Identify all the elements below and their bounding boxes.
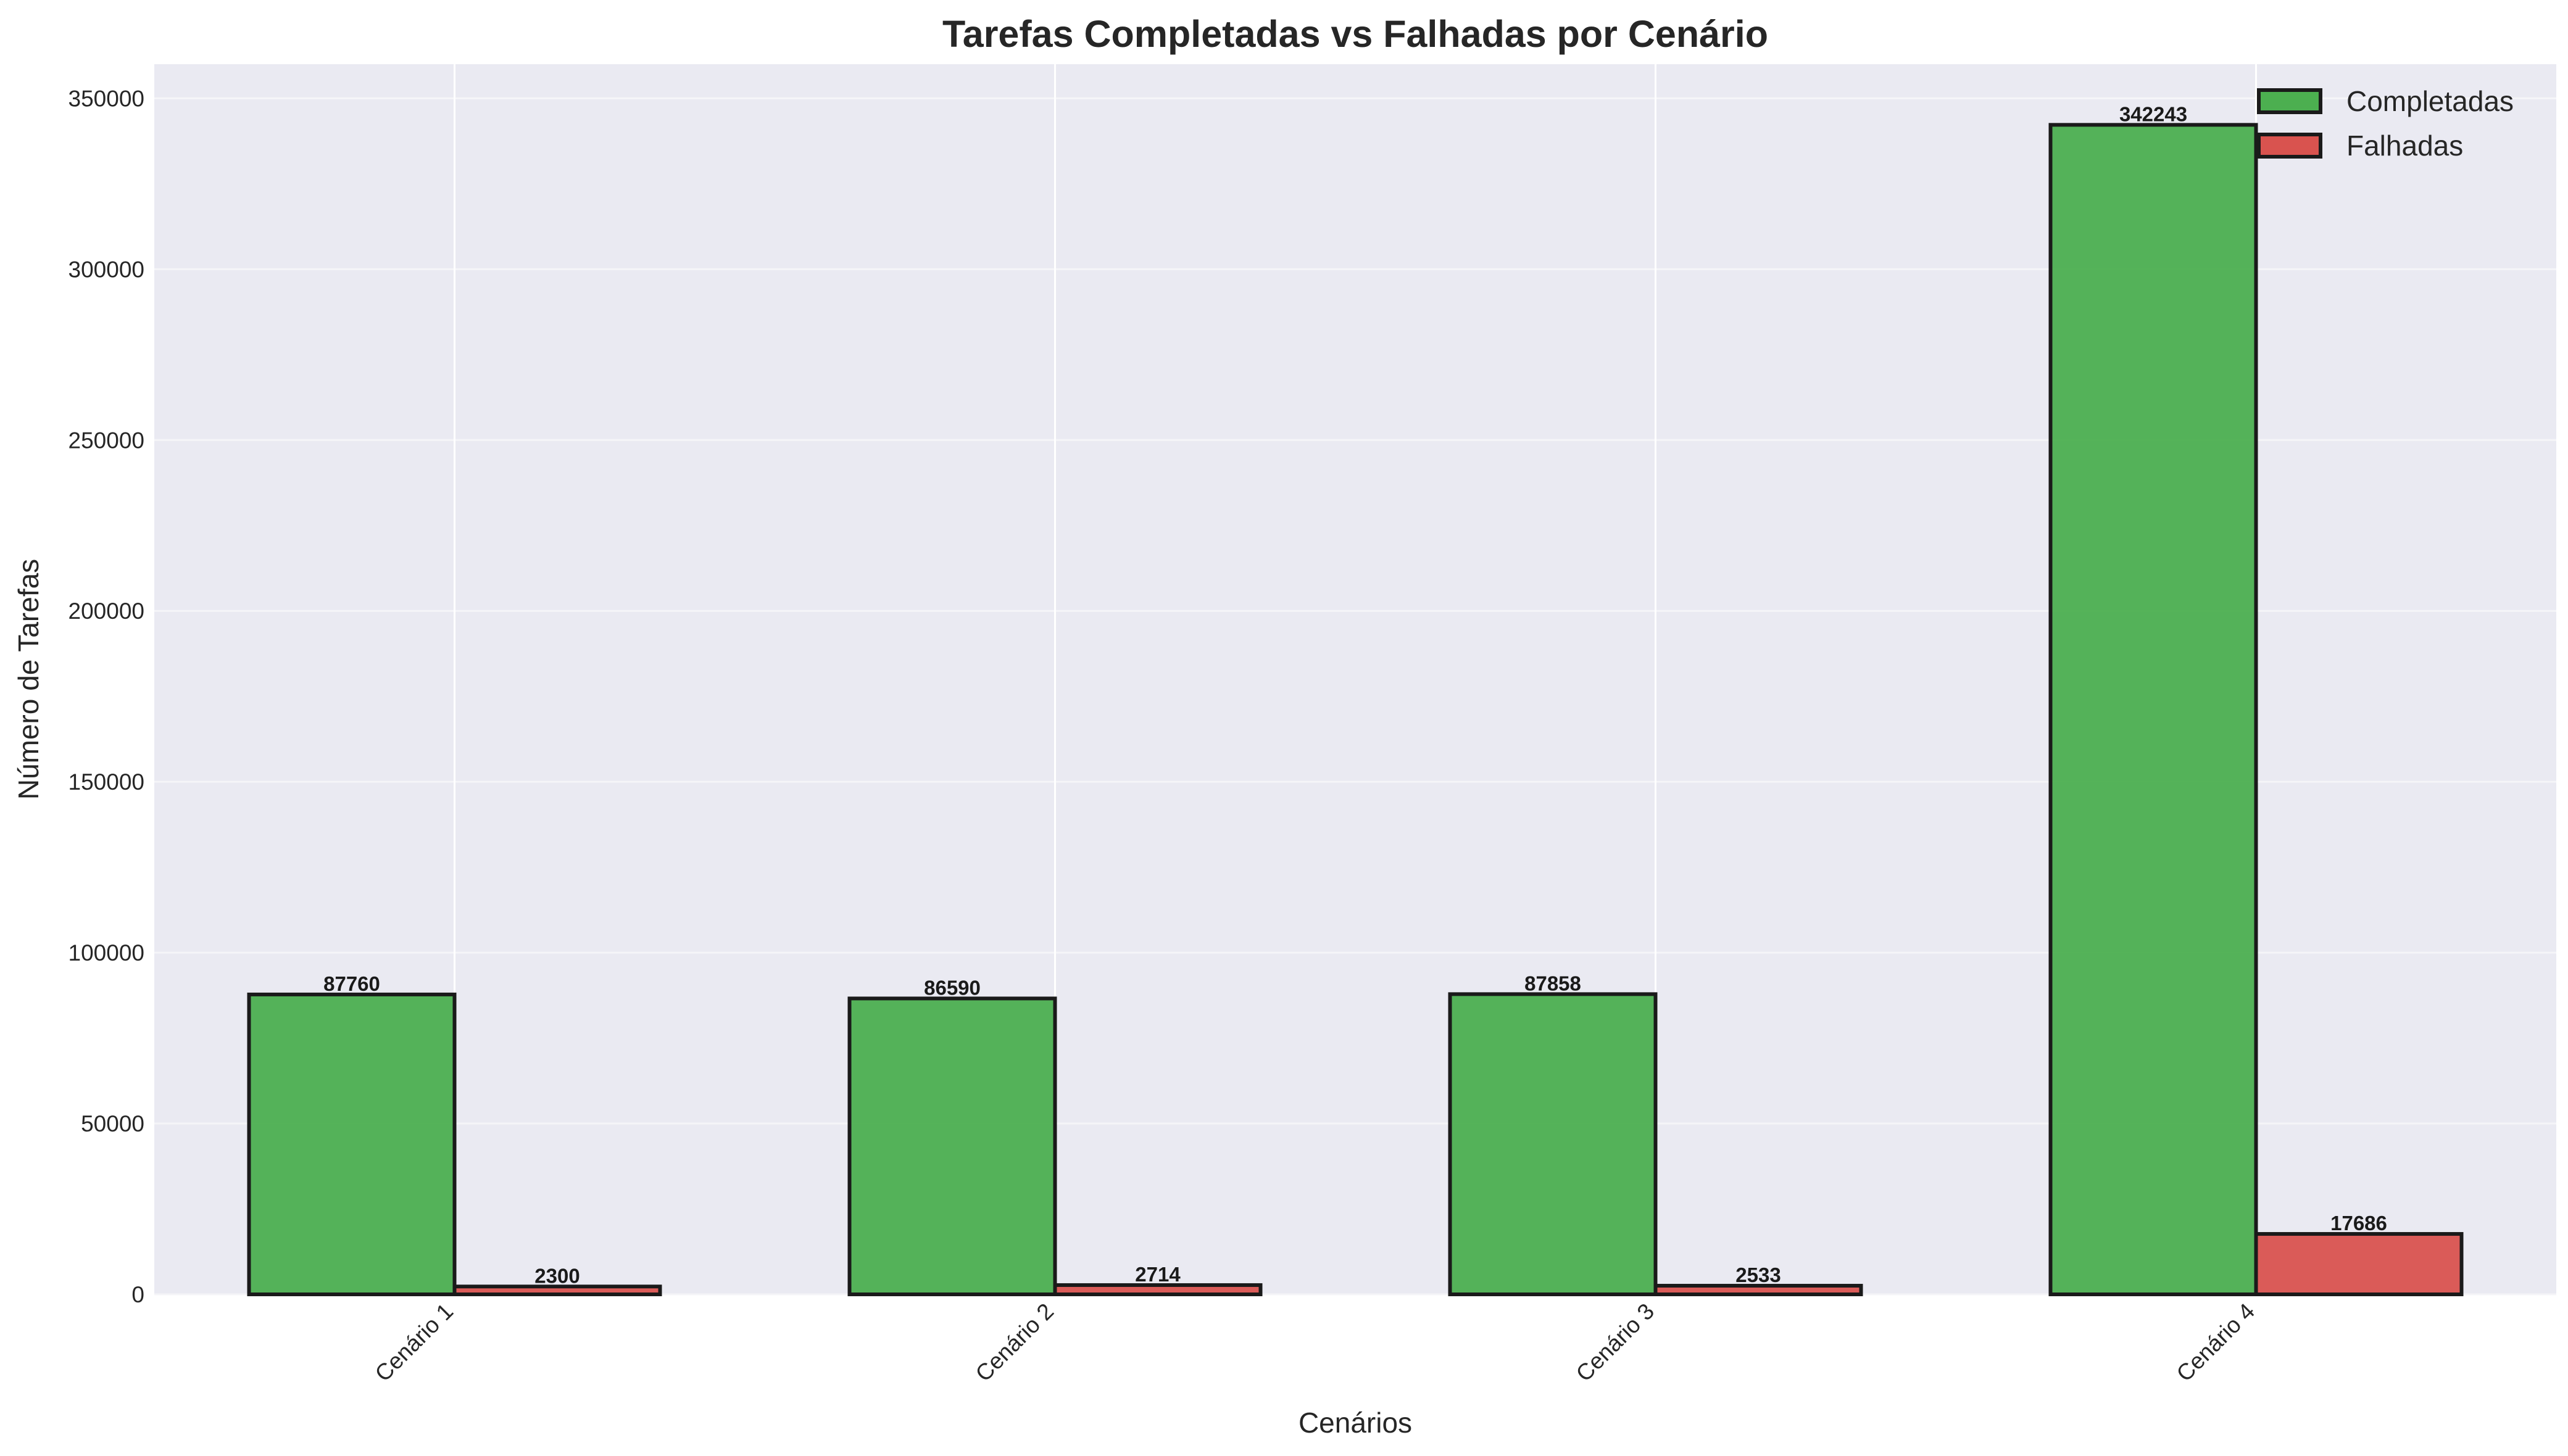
data-label-completadas-2: 86590 bbox=[924, 976, 981, 999]
legend-swatch-completadas bbox=[2257, 88, 2322, 114]
data-label-falhadas-3: 2533 bbox=[1735, 1264, 1781, 1286]
y-tick-label: 350000 bbox=[69, 86, 144, 111]
data-label-falhadas-4: 17686 bbox=[2330, 1212, 2387, 1235]
y-tick-label: 250000 bbox=[69, 428, 144, 453]
bar-falhadas-2 bbox=[1053, 1283, 1263, 1297]
data-label-completadas-4: 342243 bbox=[2119, 102, 2187, 125]
y-tick-label: 0 bbox=[131, 1282, 144, 1307]
bar-completadas-3 bbox=[1448, 992, 1658, 1296]
x-axis-label: Cenários bbox=[1299, 1407, 1412, 1439]
y-tick-label: 100000 bbox=[69, 940, 144, 966]
bar-completadas-2 bbox=[847, 996, 1057, 1296]
data-label-falhadas-1: 2300 bbox=[534, 1264, 580, 1287]
bar-completadas-4 bbox=[2048, 123, 2258, 1297]
legend-swatch-falhadas bbox=[2257, 133, 2322, 159]
y-axis-label: Número de Tarefas bbox=[12, 559, 44, 800]
legend-label-completadas: Completadas bbox=[2346, 85, 2514, 117]
data-label-falhadas-2: 2714 bbox=[1135, 1263, 1181, 1286]
legend-label-falhadas: Falhadas bbox=[2346, 130, 2463, 162]
y-tick-label: 150000 bbox=[69, 769, 144, 795]
data-labels: 87760 86590 87858 342243 2300 2714 2533 17686 bbox=[323, 102, 2387, 1287]
legend: Completadas Falhadas bbox=[2257, 85, 2514, 162]
data-label-completadas-3: 87858 bbox=[1524, 972, 1581, 995]
bar-falhadas-4 bbox=[2254, 1232, 2464, 1296]
bar-falhadas-3 bbox=[1653, 1283, 1863, 1296]
y-axis-ticks: 0 50000 100000 150000 200000 250000 300000 3500… bbox=[69, 86, 144, 1307]
bars bbox=[247, 123, 2464, 1297]
data-label-completadas-1: 87760 bbox=[323, 972, 380, 995]
bar-completadas-1 bbox=[247, 992, 457, 1296]
chart-title: Tarefas Completadas vs Falhadas por Cená… bbox=[942, 13, 1768, 55]
bar-falhadas-1 bbox=[452, 1284, 662, 1296]
y-tick-label: 300000 bbox=[69, 257, 144, 282]
y-tick-label: 50000 bbox=[81, 1111, 144, 1136]
y-tick-label: 200000 bbox=[69, 598, 144, 624]
